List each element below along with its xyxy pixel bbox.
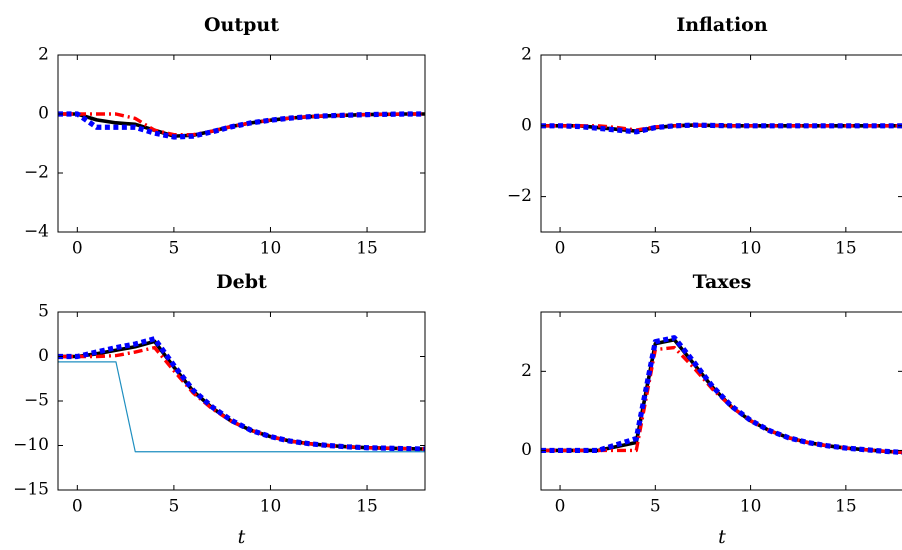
panel-title: Output bbox=[204, 14, 279, 36]
y-tick-label: −2 bbox=[507, 186, 532, 206]
y-tick-label: −15 bbox=[13, 480, 49, 500]
x-axis-label: t bbox=[238, 526, 246, 548]
y-tick-label: 2 bbox=[521, 45, 532, 65]
panel-title: Debt bbox=[216, 271, 267, 293]
x-tick-label: 10 bbox=[740, 239, 762, 259]
series-group bbox=[58, 336, 425, 453]
panel-title: Inflation bbox=[676, 14, 767, 36]
axes-frame bbox=[57, 54, 426, 233]
panel-3: Taxes 0 5 10 15 0 2 t bbox=[521, 271, 902, 548]
series-group bbox=[541, 122, 902, 135]
series-line-3 bbox=[58, 361, 425, 453]
y-tick-label: 0 bbox=[521, 115, 532, 135]
y-tick-label: 0 bbox=[38, 346, 49, 366]
y-tick-label: 0 bbox=[38, 104, 49, 124]
x-tick-label: 10 bbox=[260, 239, 282, 259]
y-tick-label: −2 bbox=[24, 163, 49, 183]
y-tick-label: 5 bbox=[38, 302, 49, 322]
series-line-1 bbox=[58, 112, 425, 137]
series-line-1 bbox=[541, 345, 902, 455]
panel-1: Inflation 0 5 10 15 −2 0 2 bbox=[507, 14, 902, 259]
series-group bbox=[541, 335, 902, 455]
axes-frame bbox=[57, 311, 426, 491]
x-tick-label: 5 bbox=[650, 497, 661, 517]
y-tick-label: −5 bbox=[24, 391, 49, 411]
x-axis-label: t bbox=[718, 526, 726, 548]
x-tick-label: 0 bbox=[72, 497, 83, 517]
x-tick-label: 10 bbox=[260, 497, 282, 517]
x-tick-label: 15 bbox=[835, 239, 857, 259]
x-tick-label: 0 bbox=[555, 497, 566, 517]
x-tick-label: 5 bbox=[168, 497, 179, 517]
y-tick-label: 2 bbox=[38, 45, 49, 65]
x-tick-label: 5 bbox=[650, 239, 661, 259]
x-tick-label: 15 bbox=[356, 497, 378, 517]
panel-2: Debt 0 5 10 15 −15 −10 −5 0 5 t bbox=[13, 271, 426, 548]
panel-0: Output 0 5 10 15 −4 −2 0 2 bbox=[24, 14, 426, 259]
series-line-2 bbox=[541, 122, 902, 135]
axes-frame bbox=[540, 54, 902, 233]
x-tick-label: 15 bbox=[835, 497, 857, 517]
x-tick-label: 10 bbox=[740, 497, 762, 517]
axes-frame bbox=[540, 311, 902, 491]
y-tick-label: −4 bbox=[24, 222, 49, 242]
x-tick-label: 0 bbox=[72, 239, 83, 259]
series-line-0 bbox=[58, 339, 425, 451]
series-line-2 bbox=[58, 111, 425, 140]
series-group bbox=[58, 111, 425, 140]
y-tick-label: −10 bbox=[13, 435, 49, 455]
series-line-1 bbox=[58, 345, 425, 451]
x-tick-label: 0 bbox=[555, 239, 566, 259]
y-tick-label: 0 bbox=[521, 440, 532, 460]
panel-title: Taxes bbox=[693, 271, 752, 293]
series-line-2 bbox=[58, 336, 425, 452]
y-tick-label: 2 bbox=[521, 361, 532, 381]
x-tick-label: 15 bbox=[356, 239, 378, 259]
series-line-2 bbox=[541, 335, 902, 455]
x-tick-label: 5 bbox=[168, 239, 179, 259]
